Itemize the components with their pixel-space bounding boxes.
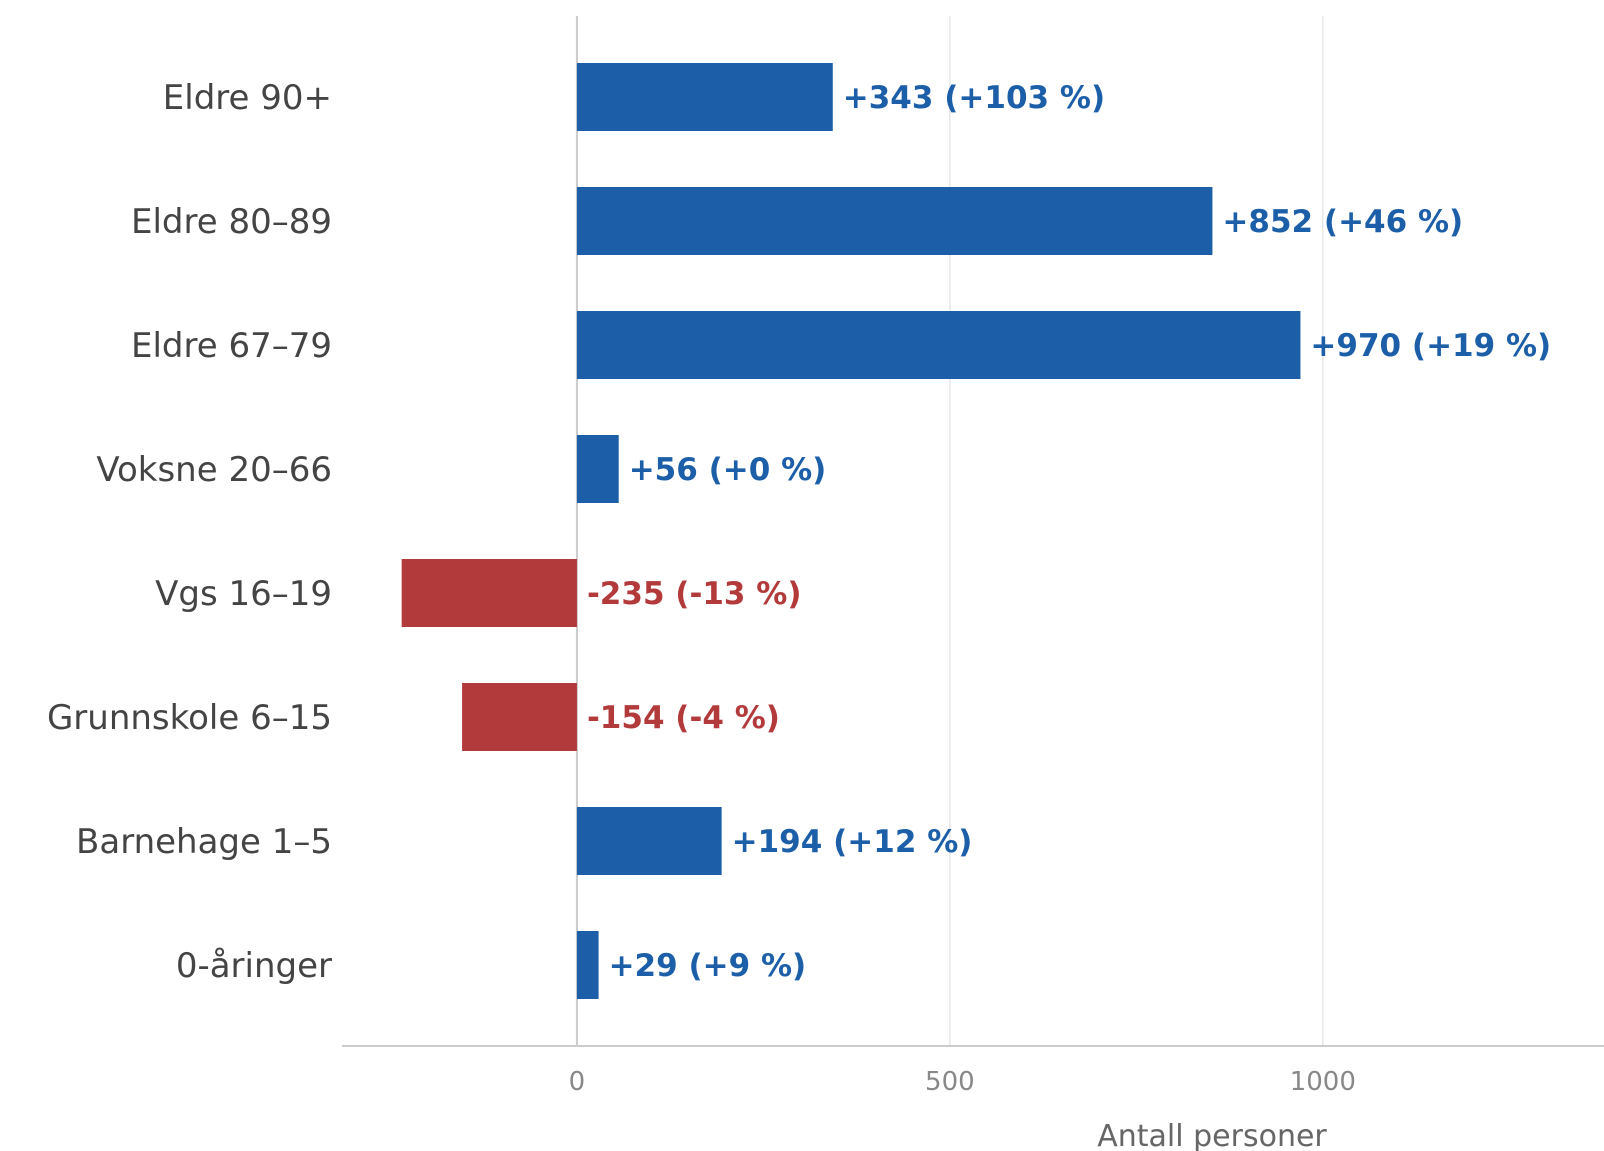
- x-axis: 0 500 1000: [342, 1045, 1604, 1097]
- data-label: -235 (-13 %): [587, 576, 802, 612]
- data-label: +29 (+9 %): [609, 948, 807, 984]
- bar: [576, 187, 1213, 255]
- bars: [401, 63, 1301, 999]
- bar: [576, 807, 722, 875]
- x-tick-label: 1000: [1290, 1067, 1356, 1097]
- category-label: Eldre 80–89: [131, 202, 332, 242]
- data-label: +970 (+19 %): [1310, 328, 1551, 364]
- data-label: +852 (+46 %): [1222, 204, 1463, 240]
- category-label: Barnehage 1–5: [76, 822, 332, 862]
- bar: [576, 63, 833, 131]
- bar: [576, 931, 599, 999]
- x-tick-label: 0: [569, 1067, 586, 1097]
- category-label: 0-åringer: [176, 946, 332, 986]
- data-label: +343 (+103 %): [843, 80, 1105, 116]
- category-label: Eldre 67–79: [131, 326, 332, 366]
- category-label: Voksne 20–66: [96, 450, 332, 490]
- x-axis-title: Antall personer: [1097, 1119, 1327, 1151]
- grid-lines: [575, 16, 1324, 1046]
- data-label: +56 (+0 %): [629, 452, 827, 488]
- data-label: -154 (-4 %): [587, 700, 780, 736]
- category-label: Vgs 16–19: [155, 574, 332, 614]
- bar: [462, 683, 577, 751]
- data-label: +194 (+12 %): [732, 824, 973, 860]
- bar: [576, 311, 1301, 379]
- category-label: Eldre 90+: [163, 78, 332, 118]
- category-label: Grunnskole 6–15: [47, 698, 332, 738]
- category-labels: Eldre 90+ Eldre 80–89 Eldre 67–79 Voksne 20…: [47, 78, 332, 986]
- data-labels: +343 (+103 %) +852 (+46 %) +970 (+19 %) +56…: [587, 80, 1551, 984]
- bar: [401, 559, 577, 627]
- x-tick-label: 500: [925, 1067, 975, 1097]
- bar: [576, 435, 619, 503]
